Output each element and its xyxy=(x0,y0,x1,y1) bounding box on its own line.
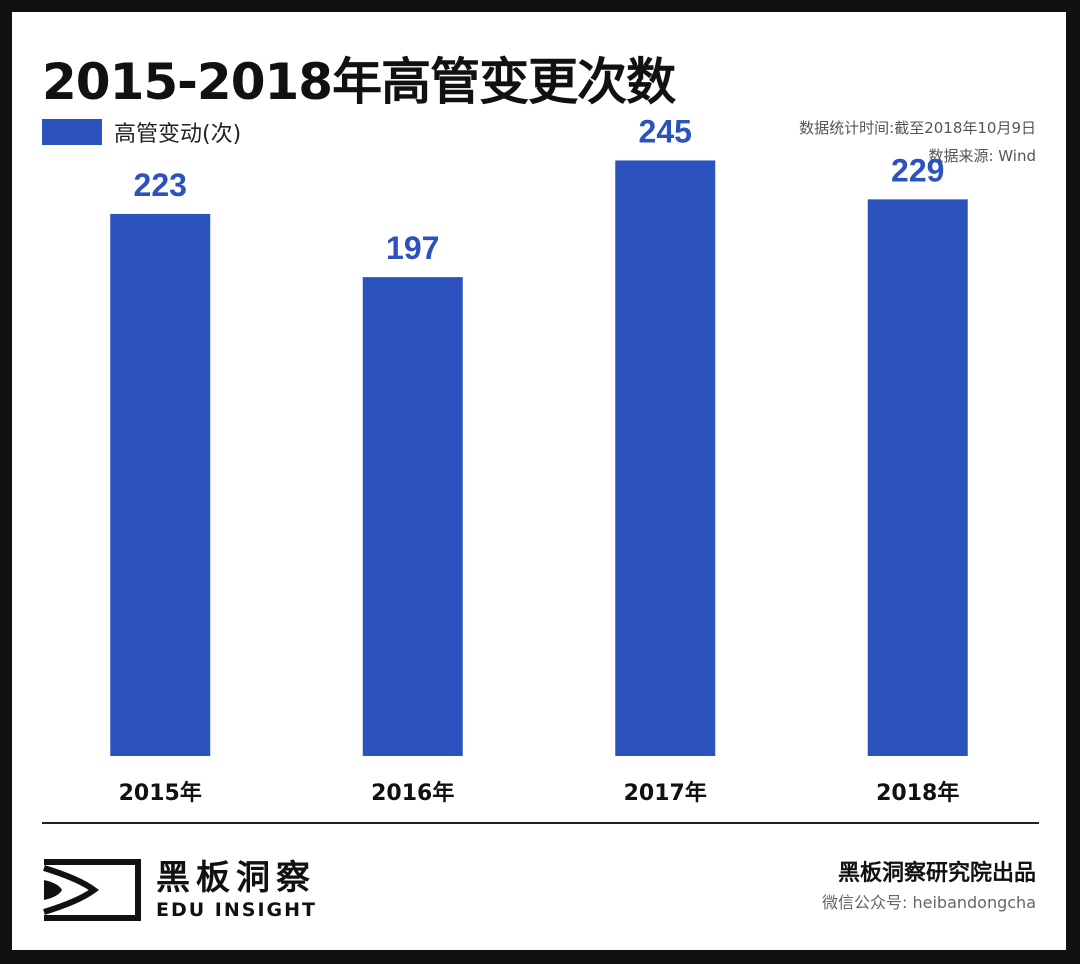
legend: 高管变动(次) xyxy=(42,116,241,148)
eye-bracket-logo-icon xyxy=(43,859,141,921)
legend-swatch xyxy=(42,119,102,145)
x-tick-label-2017年: 2017年 xyxy=(624,780,707,806)
logo-chinese-name: 黑板洞察 xyxy=(156,858,316,898)
footer-org: 黑板洞察研究院出品 xyxy=(837,861,1036,886)
stat-time-note: 数据统计时间:截至2018年10月9日 xyxy=(799,119,1036,137)
data-label-2015年: 223 xyxy=(134,167,187,203)
bar-chart: 223 2015年 197 2016年 245 2017年 229 2018年 xyxy=(110,113,968,806)
logo-english-name: EDU INSIGHT xyxy=(156,899,317,921)
bar-2017年 xyxy=(615,160,716,756)
data-notes: 数据统计时间:截至2018年10月9日 数据来源: Wind xyxy=(799,114,1036,170)
bar-2015年 xyxy=(110,213,211,756)
legend-label: 高管变动(次) xyxy=(114,122,242,147)
source-note: 数据来源: Wind xyxy=(928,147,1036,165)
data-label-2017年: 245 xyxy=(639,113,692,149)
chart-title: 2015-2018年高管变更次数 xyxy=(42,53,676,111)
x-tick-label-2016年: 2016年 xyxy=(371,780,454,806)
footer-divider xyxy=(42,822,1039,824)
footer-wechat: 微信公众号: heibandongcha xyxy=(822,893,1036,912)
brand-logo: 黑板洞察 EDU INSIGHT xyxy=(42,858,317,922)
chart-card: 2015-2018年高管变更次数 高管变动(次) 数据统计时间:截至2018年1… xyxy=(12,12,1066,950)
data-label-2018年: 229 xyxy=(891,152,944,188)
bar-2018年 xyxy=(867,199,968,756)
x-tick-label-2015年: 2015年 xyxy=(119,780,202,806)
x-tick-label-2018年: 2018年 xyxy=(876,780,959,806)
data-label-2016年: 197 xyxy=(386,230,439,266)
footer-credits: 黑板洞察研究院出品 微信公众号: heibandongcha xyxy=(822,858,1036,916)
bar-2016年 xyxy=(362,277,463,756)
